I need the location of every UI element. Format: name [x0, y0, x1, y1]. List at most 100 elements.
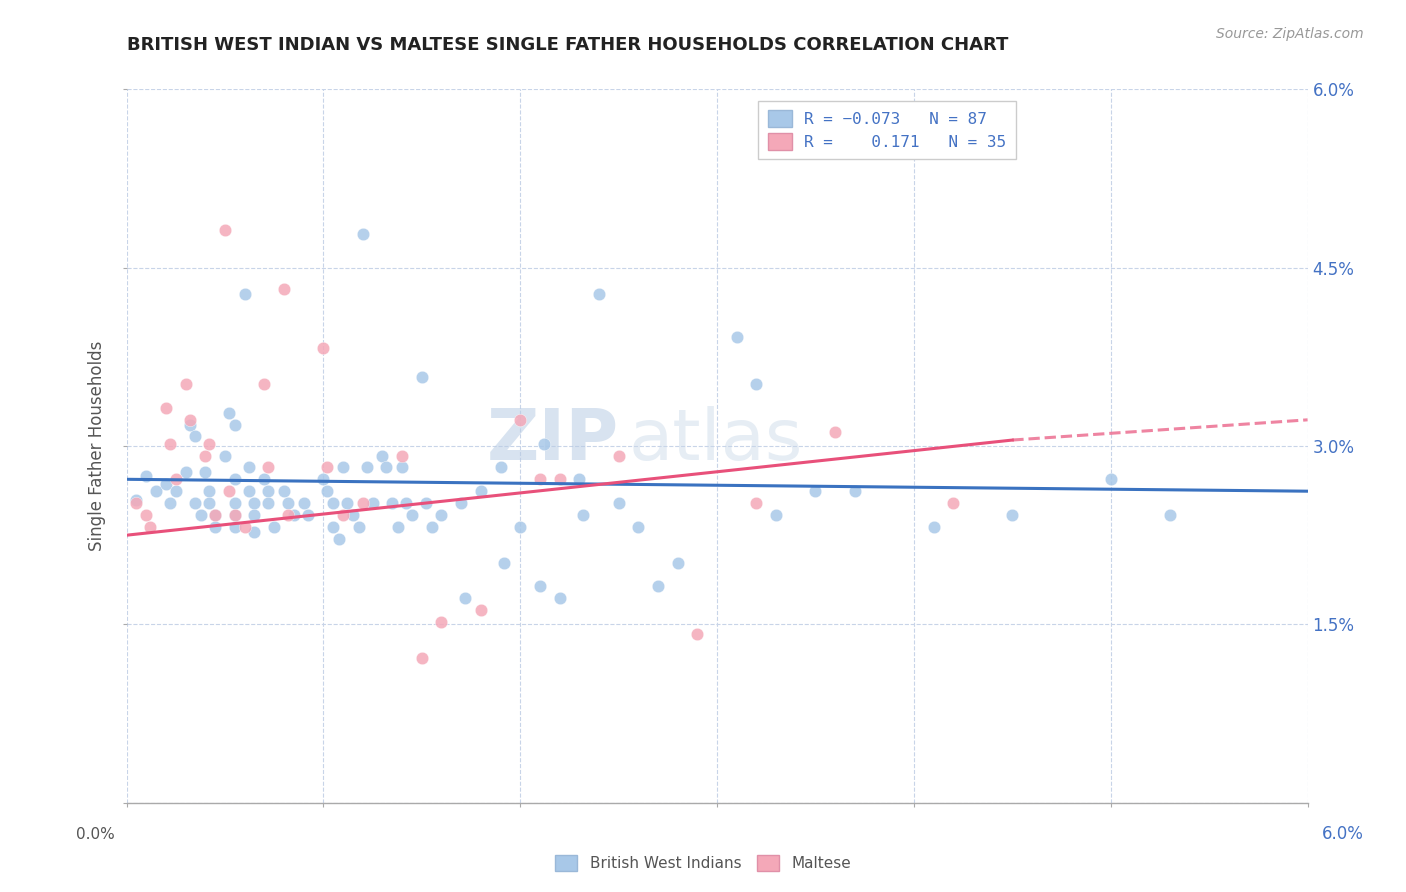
Point [450, 496, 472, 510]
Point [283, 508, 305, 522]
Point [666, 556, 689, 570]
Point [273, 484, 295, 499]
Point [292, 496, 315, 510]
Point [125, 496, 148, 510]
Point [332, 460, 354, 475]
Point [1159, 508, 1181, 522]
Point [347, 520, 370, 534]
Point [332, 508, 354, 522]
Point [125, 492, 148, 507]
Point [1099, 472, 1122, 486]
Point [356, 460, 378, 475]
Point [218, 484, 240, 499]
Point [942, 496, 965, 510]
Point [238, 460, 260, 475]
Point [371, 449, 394, 463]
Point [509, 413, 531, 427]
Point [165, 472, 187, 486]
Point [381, 496, 404, 510]
Point [179, 417, 201, 432]
Point [342, 508, 364, 522]
Point [411, 650, 433, 665]
Point [509, 520, 531, 534]
Point [204, 520, 226, 534]
Point [253, 377, 276, 392]
Point [190, 508, 212, 522]
Point [454, 591, 477, 606]
Point [194, 465, 217, 479]
Point [489, 460, 512, 475]
Point [224, 496, 246, 510]
Point [159, 496, 181, 510]
Point [361, 496, 384, 510]
Point [198, 436, 221, 450]
Point [322, 496, 344, 510]
Point [529, 472, 551, 486]
Legend: British West Indians, Maltese: British West Indians, Maltese [548, 849, 858, 877]
Text: ZIP: ZIP [486, 406, 619, 475]
Point [1001, 508, 1024, 522]
Point [135, 468, 157, 483]
Point [745, 377, 768, 392]
Point [263, 520, 285, 534]
Point [277, 508, 299, 522]
Point [548, 591, 571, 606]
Point [257, 484, 280, 499]
Point [745, 496, 768, 510]
Point [224, 508, 246, 522]
Point [411, 370, 433, 384]
Point [145, 484, 167, 499]
Point [214, 449, 236, 463]
Y-axis label: Single Father Households: Single Father Households [89, 341, 107, 551]
Point [277, 496, 299, 510]
Point [322, 520, 344, 534]
Legend: R = −0.073   N = 87, R =    0.171   N = 35: R = −0.073 N = 87, R = 0.171 N = 35 [758, 101, 1017, 160]
Point [174, 377, 197, 392]
Point [588, 286, 610, 301]
Point [238, 484, 260, 499]
Point [572, 508, 595, 522]
Point [257, 460, 280, 475]
Point [391, 449, 413, 463]
Text: atlas: atlas [628, 406, 803, 475]
Point [391, 460, 413, 475]
Point [184, 496, 207, 510]
Point [824, 425, 846, 439]
Point [430, 508, 453, 522]
Point [224, 520, 246, 534]
Point [243, 524, 266, 539]
Point [155, 401, 177, 415]
Point [568, 472, 591, 486]
Point [174, 465, 197, 479]
Point [415, 496, 437, 510]
Point [233, 286, 256, 301]
Point [352, 227, 374, 242]
Point [139, 520, 162, 534]
Point [607, 449, 630, 463]
Point [336, 496, 359, 510]
Point [529, 579, 551, 593]
Point [194, 449, 217, 463]
Point [627, 520, 650, 534]
Point [184, 429, 207, 443]
Point [401, 508, 423, 522]
Point [725, 329, 748, 343]
Point [155, 477, 177, 491]
Point [224, 417, 246, 432]
Point [198, 496, 221, 510]
Point [494, 556, 516, 570]
Point [844, 484, 866, 499]
Point [765, 508, 787, 522]
Point [328, 532, 350, 546]
Point [159, 436, 181, 450]
Point [387, 520, 409, 534]
Point [804, 484, 827, 499]
Point [470, 484, 492, 499]
Text: 0.0%: 0.0% [76, 827, 115, 841]
Point [135, 508, 157, 522]
Point [214, 222, 236, 236]
Point [607, 496, 630, 510]
Point [922, 520, 945, 534]
Point [257, 496, 280, 510]
Point [233, 520, 256, 534]
